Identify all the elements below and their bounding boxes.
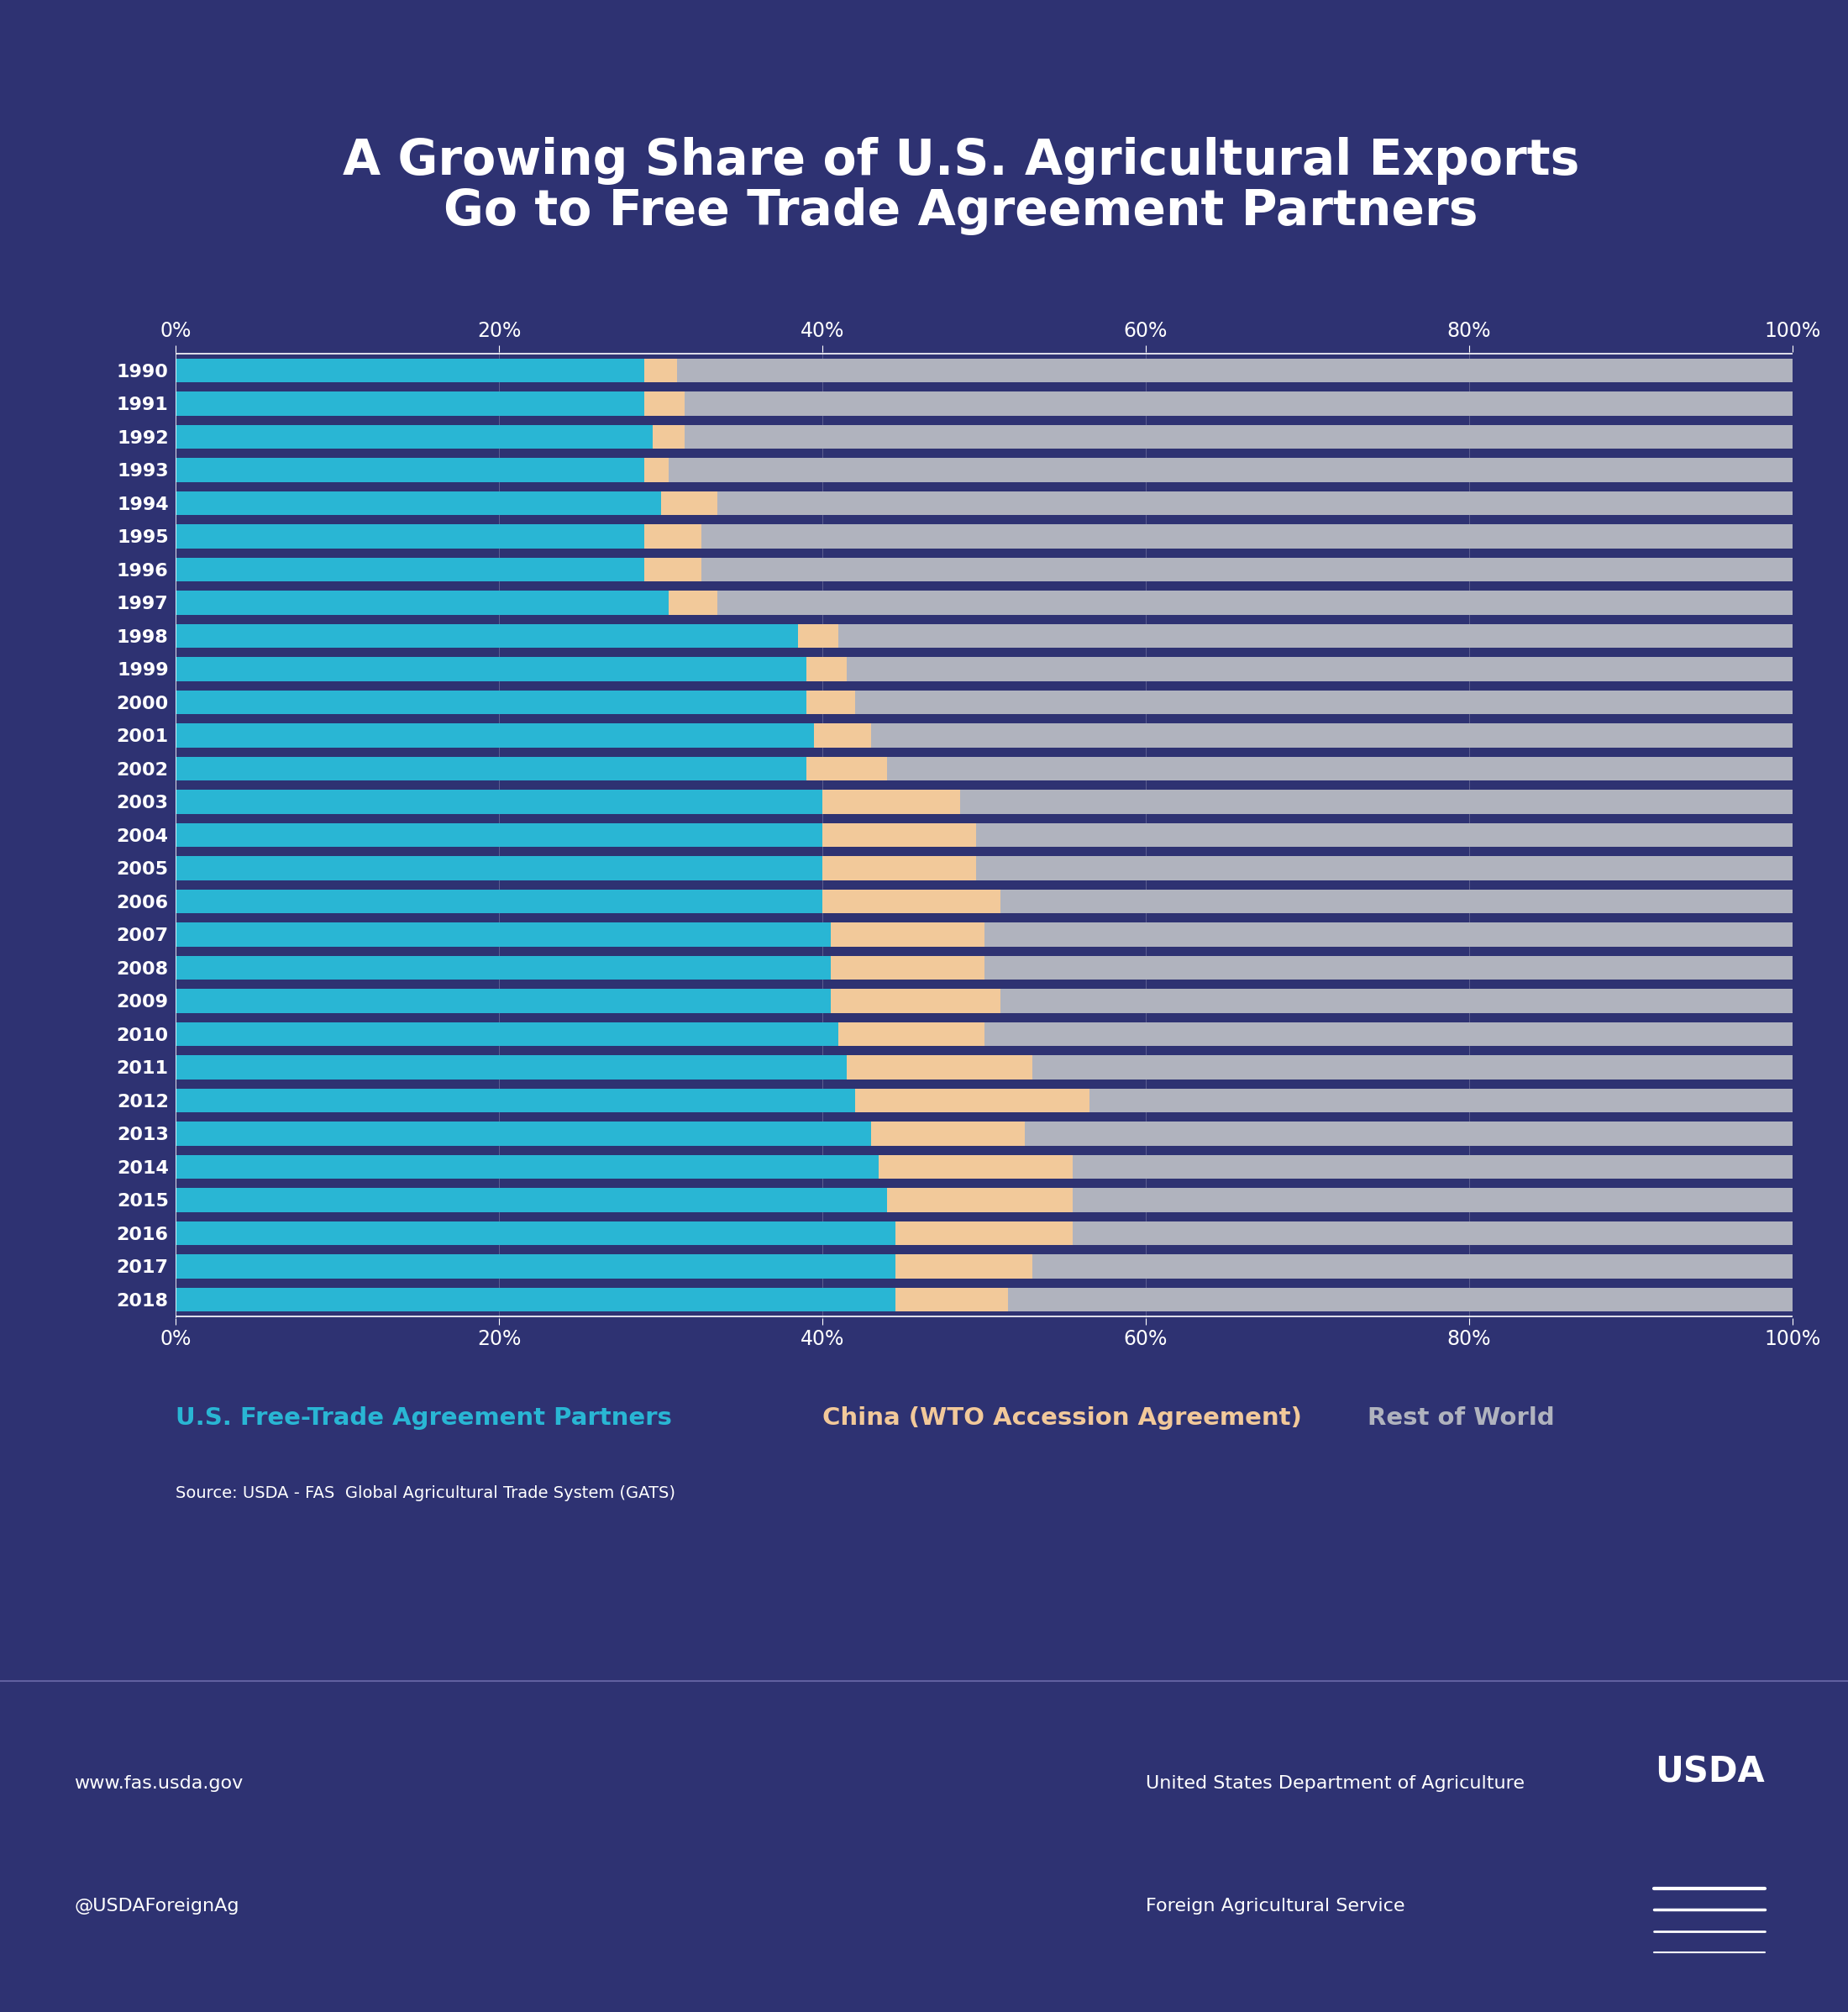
Bar <box>669 592 717 614</box>
Bar <box>645 459 669 481</box>
Bar <box>830 956 983 980</box>
Bar <box>176 724 815 746</box>
Text: U.S. Free-Trade Agreement Partners: U.S. Free-Trade Agreement Partners <box>176 1406 673 1431</box>
Bar <box>176 1288 894 1312</box>
Bar <box>669 459 1793 481</box>
Bar <box>176 956 830 980</box>
Bar <box>798 624 839 648</box>
Bar <box>983 924 1793 946</box>
Bar <box>870 1123 1024 1145</box>
Bar <box>176 1155 880 1179</box>
Text: A Growing Share of U.S. Agricultural Exports: A Growing Share of U.S. Agricultural Exp… <box>342 137 1580 185</box>
Text: United States Department of Agriculture: United States Department of Agriculture <box>1146 1775 1525 1791</box>
Bar <box>887 1189 1074 1211</box>
Bar <box>176 1123 870 1145</box>
Bar <box>645 358 676 382</box>
Bar <box>870 724 1793 746</box>
Bar <box>846 1056 1033 1078</box>
Bar <box>645 525 700 547</box>
Bar <box>839 624 1793 648</box>
Text: @USDAForeignAg: @USDAForeignAg <box>74 1897 238 1915</box>
Bar <box>815 724 870 746</box>
Text: China (WTO Accession Agreement): China (WTO Accession Agreement) <box>822 1406 1301 1431</box>
Bar <box>176 658 806 680</box>
Text: USDA: USDA <box>1656 1754 1765 1791</box>
Bar <box>717 491 1793 515</box>
Bar <box>176 525 645 547</box>
Bar <box>176 1088 854 1113</box>
Bar <box>686 425 1793 449</box>
Bar <box>176 791 822 813</box>
Text: Rest of World: Rest of World <box>1368 1406 1554 1431</box>
Bar <box>645 392 686 416</box>
Bar <box>806 690 854 714</box>
Bar <box>1000 889 1793 913</box>
Bar <box>822 791 959 813</box>
Bar <box>176 1221 894 1245</box>
Bar <box>830 924 983 946</box>
Bar <box>176 592 669 614</box>
Bar <box>717 592 1793 614</box>
Bar <box>959 791 1793 813</box>
Bar <box>806 658 846 680</box>
Bar <box>854 690 1793 714</box>
Bar <box>1074 1221 1793 1245</box>
Bar <box>806 757 887 781</box>
Bar <box>839 1022 983 1046</box>
Bar <box>1024 1123 1793 1145</box>
Bar <box>822 823 976 847</box>
Bar <box>662 491 717 515</box>
Bar <box>830 990 1000 1012</box>
Bar <box>176 425 652 449</box>
Bar <box>846 658 1793 680</box>
Bar <box>176 889 822 913</box>
Bar <box>176 690 806 714</box>
Bar <box>854 1088 1088 1113</box>
Bar <box>176 1189 887 1211</box>
Bar <box>176 857 822 879</box>
Bar <box>700 525 1793 547</box>
Bar <box>1000 990 1793 1012</box>
Bar <box>176 624 798 648</box>
Bar <box>176 1022 839 1046</box>
Bar <box>880 1155 1074 1179</box>
Bar <box>1033 1253 1793 1278</box>
Bar <box>822 889 1000 913</box>
Bar <box>1033 1056 1793 1078</box>
Text: www.fas.usda.gov: www.fas.usda.gov <box>74 1775 242 1791</box>
Bar <box>976 823 1793 847</box>
Bar <box>983 1022 1793 1046</box>
Bar <box>700 557 1793 581</box>
Bar <box>976 857 1793 879</box>
Bar <box>1009 1288 1793 1312</box>
Bar <box>176 757 806 781</box>
Bar <box>652 425 686 449</box>
Bar <box>894 1221 1074 1245</box>
Bar <box>176 1056 846 1078</box>
Text: Foreign Agricultural Service: Foreign Agricultural Service <box>1146 1897 1404 1915</box>
Bar <box>176 823 822 847</box>
Bar <box>887 757 1793 781</box>
Bar <box>676 358 1793 382</box>
Bar <box>176 358 645 382</box>
Text: Go to Free Trade Agreement Partners: Go to Free Trade Agreement Partners <box>444 187 1478 235</box>
Bar <box>1088 1088 1793 1113</box>
Bar <box>894 1253 1033 1278</box>
Text: Source: USDA - FAS  Global Agricultural Trade System (GATS): Source: USDA - FAS Global Agricultural T… <box>176 1485 675 1501</box>
Bar <box>1074 1155 1793 1179</box>
Bar <box>176 1253 894 1278</box>
Bar <box>983 956 1793 980</box>
Bar <box>645 557 700 581</box>
Bar <box>176 924 830 946</box>
Bar <box>1074 1189 1793 1211</box>
Bar <box>176 557 645 581</box>
Bar <box>176 990 830 1012</box>
Bar <box>894 1288 1009 1312</box>
Bar <box>822 857 976 879</box>
Bar <box>176 459 645 481</box>
Bar <box>176 392 645 416</box>
Bar <box>686 392 1793 416</box>
Bar <box>176 491 662 515</box>
